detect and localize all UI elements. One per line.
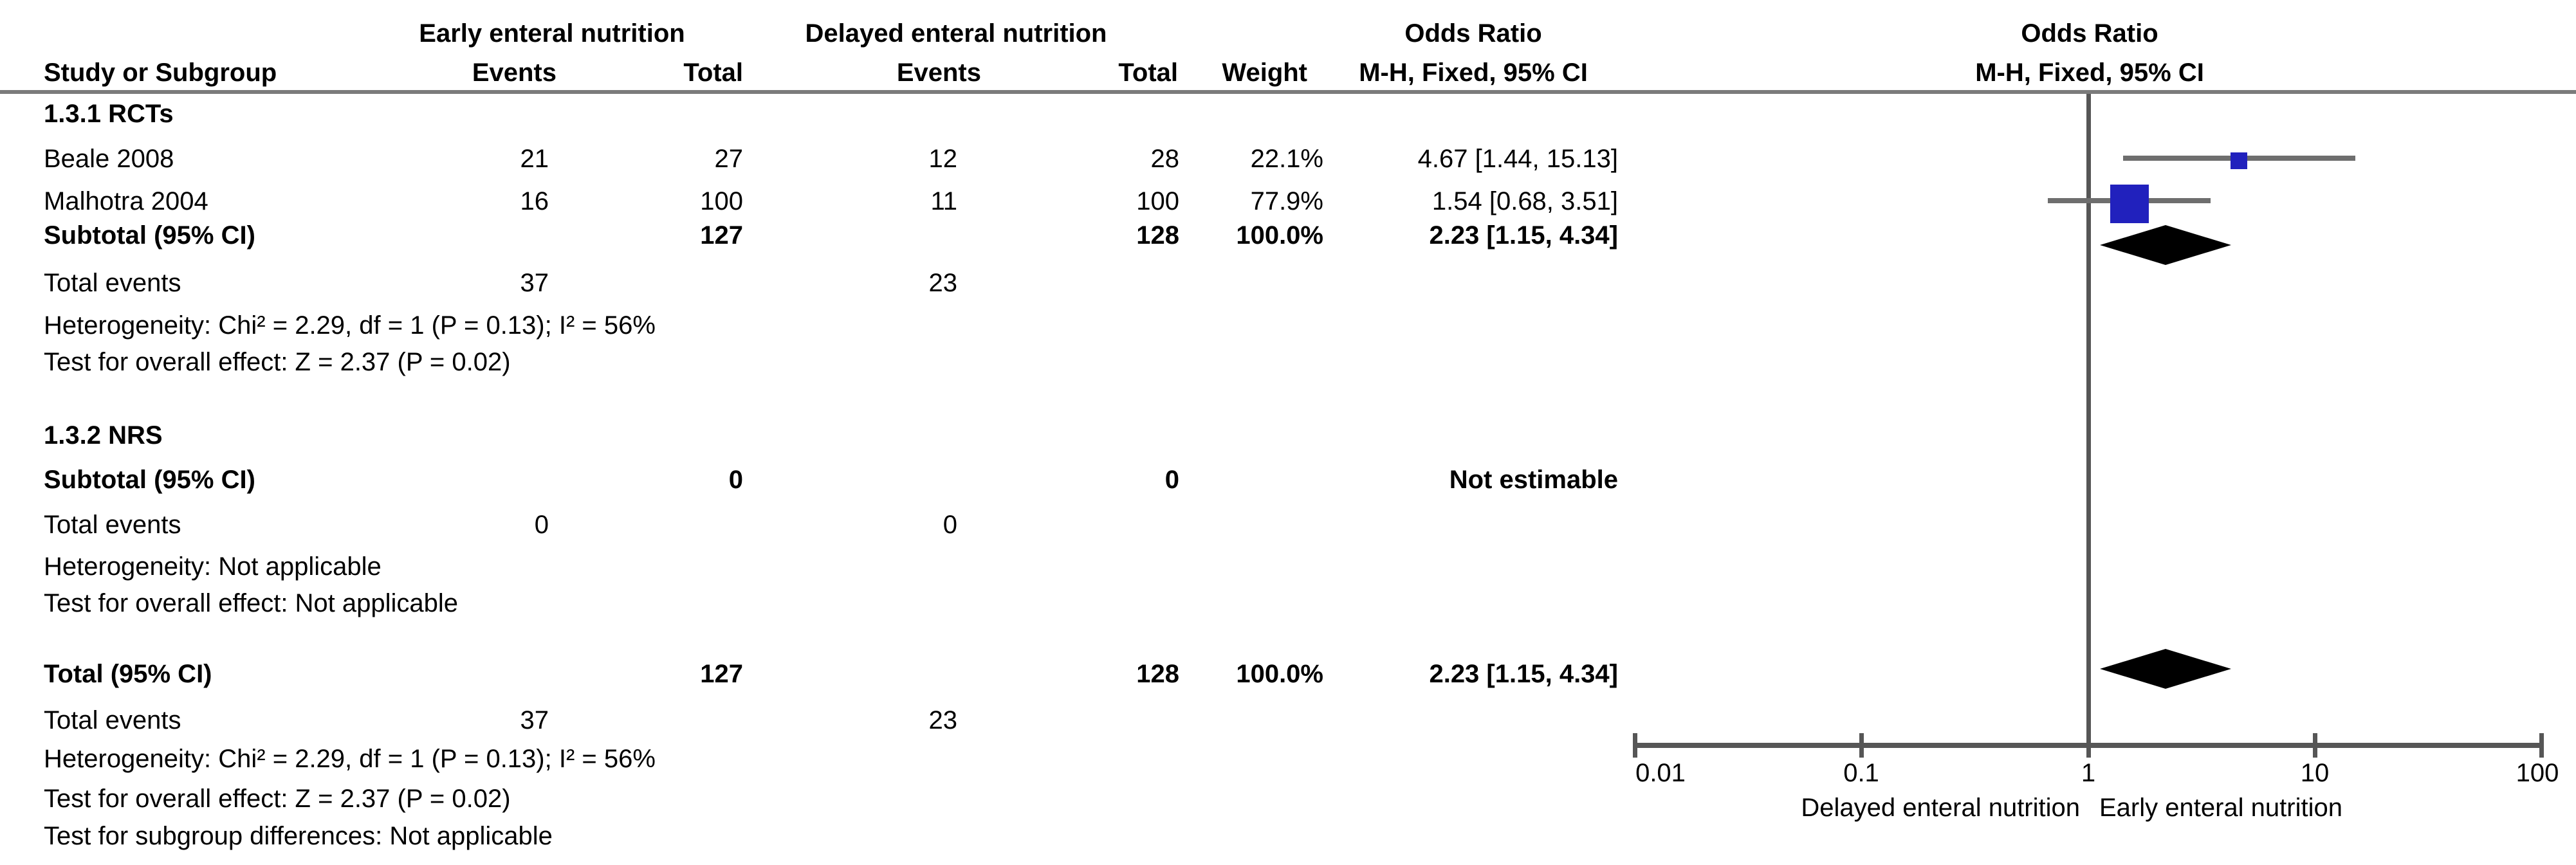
axis-tick-1 (2086, 733, 2091, 758)
total-or-ci: 2.23 [1.15, 4.34] (1429, 660, 1618, 688)
malhotra-point-square (2110, 185, 2149, 223)
plot-odds-ratio-title: Odds Ratio (2021, 19, 2158, 48)
rct-subtotal-label: Subtotal (95% CI) (44, 221, 255, 250)
plot-or-method-header: M-H, Fixed, 95% CI (1975, 59, 2204, 87)
subgroup-nrs-title: 1.3.2 NRS (44, 421, 163, 450)
favours-early-label: Early enteral nutrition (2099, 794, 2342, 822)
header-divider-rule (0, 90, 2576, 94)
malhotra-delayed-total: 100 (1136, 187, 1179, 215)
beale-delayed-events: 12 (928, 145, 958, 173)
delayed-events-column-header: Events (896, 59, 981, 87)
malhotra-weight: 77.9% (1250, 187, 1323, 215)
axis-label-0.01: 0.01 (1635, 759, 1686, 787)
subgroup-differences-text: Test for subgroup differences: Not appli… (44, 822, 553, 850)
grand-total-events-label: Total events (44, 706, 181, 734)
axis-label-1: 1 (2081, 759, 2096, 787)
rct-total-events-early: 37 (520, 269, 549, 297)
nrs-subtotal-not-estimable: Not estimable (1449, 466, 1618, 494)
favours-delayed-label: Delayed enteral nutrition (1801, 794, 2080, 822)
total-row-label: Total (95% CI) (44, 660, 212, 688)
malhotra-delayed-events: 11 (930, 187, 957, 215)
nrs-total-events-delayed: 0 (943, 511, 957, 539)
odds-ratio-column-title: Odds Ratio (1404, 19, 1542, 48)
rct-overall-effect-text: Test for overall effect: Z = 2.37 (P = 0… (44, 348, 511, 376)
grand-total-events-early: 37 (520, 706, 549, 734)
subgroup-rcts-title: 1.3.1 RCTs (44, 100, 174, 128)
malhotra-early-events: 16 (520, 187, 549, 215)
rct-subtotal-delayed-total: 128 (1136, 221, 1179, 250)
study-label-beale: Beale 2008 (44, 145, 174, 173)
rct-heterogeneity-text: Heterogeneity: Chi² = 2.29, df = 1 (P = … (44, 311, 656, 340)
beale-early-total: 27 (714, 145, 744, 173)
axis-label-0.1: 0.1 (1843, 759, 1879, 787)
total-delayed-total: 128 (1136, 660, 1179, 688)
total-early-total: 127 (700, 660, 743, 688)
malhotra-or-ci: 1.54 [0.68, 3.51] (1431, 187, 1618, 215)
or-method-column-header: M-H, Fixed, 95% CI (1359, 59, 1588, 87)
rct-total-events-label: Total events (44, 269, 181, 297)
null-effect-line (2086, 94, 2091, 747)
axis-label-100: 100 (2516, 759, 2559, 787)
axis-tick-100 (2539, 733, 2544, 758)
beale-early-events: 21 (520, 145, 549, 173)
rct-subtotal-weight: 100.0% (1236, 221, 1323, 250)
axis-tick-10 (2313, 733, 2317, 758)
beale-or-ci: 4.67 [1.44, 15.13] (1417, 145, 1618, 173)
col-group-early-header: Early enteral nutrition (419, 19, 685, 48)
beale-point-square (2231, 152, 2247, 169)
delayed-total-column-header: Total (1118, 59, 1178, 87)
grand-total-events-delayed: 23 (928, 706, 958, 734)
grand-overall-effect-text: Test for overall effect: Z = 2.37 (P = 0… (44, 785, 511, 813)
beale-delayed-total: 28 (1150, 145, 1180, 173)
axis-tick-0.1 (1859, 733, 1864, 758)
nrs-total-events-label: Total events (44, 511, 181, 539)
early-events-column-header: Events (472, 59, 557, 87)
study-column-header: Study or Subgroup (44, 59, 277, 87)
study-label-malhotra: Malhotra 2004 (44, 187, 208, 215)
rct-subtotal-early-total: 127 (700, 221, 743, 250)
malhotra-early-total: 100 (700, 187, 743, 215)
nrs-subtotal-delayed-total: 0 (1164, 466, 1179, 494)
beale-weight: 22.1% (1250, 145, 1323, 173)
nrs-overall-effect-text: Test for overall effect: Not applicable (44, 589, 459, 617)
rct-subtotal-diamond (2100, 225, 2231, 265)
grand-heterogeneity-text: Heterogeneity: Chi² = 2.29, df = 1 (P = … (44, 745, 656, 773)
axis-label-10: 10 (2300, 759, 2330, 787)
rct-total-events-delayed: 23 (928, 269, 958, 297)
nrs-subtotal-label: Subtotal (95% CI) (44, 466, 255, 494)
axis-tick-0.01 (1633, 733, 1637, 758)
weight-column-header: Weight (1222, 59, 1307, 87)
nrs-total-events-early: 0 (534, 511, 549, 539)
total-diamond (2100, 649, 2231, 689)
col-group-delayed-header: Delayed enteral nutrition (805, 19, 1107, 48)
early-total-column-header: Total (683, 59, 743, 87)
nrs-heterogeneity-text: Heterogeneity: Not applicable (44, 552, 382, 581)
total-weight: 100.0% (1236, 660, 1323, 688)
rct-subtotal-or-ci: 2.23 [1.15, 4.34] (1429, 221, 1618, 250)
nrs-subtotal-early-total: 0 (728, 466, 743, 494)
